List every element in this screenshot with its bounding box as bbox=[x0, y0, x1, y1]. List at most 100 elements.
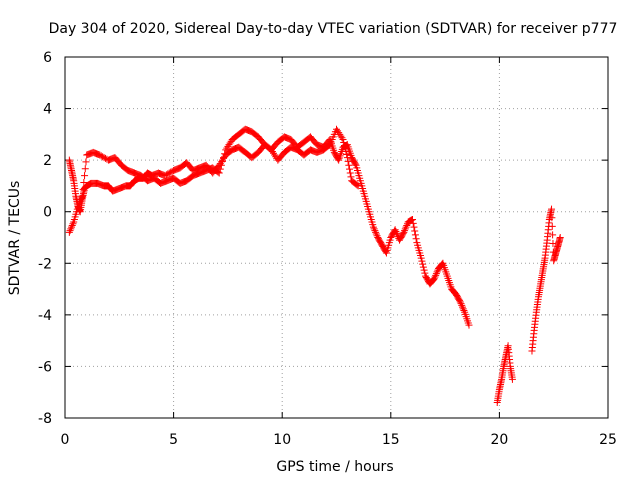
data-point bbox=[345, 161, 353, 169]
y-tick-label: -2 bbox=[38, 256, 52, 272]
data-point bbox=[432, 270, 440, 278]
data-point bbox=[220, 154, 228, 162]
data-point bbox=[369, 223, 377, 231]
x-tick-label: 10 bbox=[273, 432, 291, 448]
data-point bbox=[351, 160, 359, 168]
data-point bbox=[373, 232, 381, 240]
data-point bbox=[417, 254, 425, 262]
data-point bbox=[409, 215, 417, 223]
data-point bbox=[76, 197, 84, 205]
data-point bbox=[81, 165, 89, 173]
data-point bbox=[392, 227, 400, 235]
data-point bbox=[418, 257, 426, 265]
data-point bbox=[456, 297, 464, 305]
data-point bbox=[100, 154, 108, 162]
data-point bbox=[344, 157, 352, 165]
data-point bbox=[74, 203, 82, 211]
data-point bbox=[339, 136, 347, 144]
x-tick-label: 5 bbox=[169, 432, 178, 448]
data-point bbox=[78, 194, 86, 202]
data-point bbox=[68, 223, 76, 231]
data-point bbox=[419, 263, 427, 271]
y-tick-label: -8 bbox=[38, 411, 52, 427]
data-point bbox=[420, 266, 428, 274]
data-point bbox=[411, 231, 419, 239]
data-point bbox=[410, 223, 418, 231]
data-point bbox=[431, 273, 439, 281]
data-point bbox=[402, 223, 410, 231]
data-point bbox=[403, 221, 411, 229]
data-point bbox=[419, 260, 427, 268]
data-point bbox=[372, 228, 380, 236]
data-point bbox=[400, 228, 408, 236]
data-point bbox=[161, 172, 169, 180]
data-point bbox=[221, 150, 229, 158]
x-axis-label: GPS time / hours bbox=[276, 459, 393, 475]
y-tick-labels: -8 -6 -4 -2 0 2 4 6 bbox=[38, 50, 52, 427]
data-point bbox=[67, 225, 75, 233]
y-tick-label: 6 bbox=[43, 50, 52, 66]
data-point bbox=[75, 199, 83, 207]
y-axis-label: SDTVAR / TECUs bbox=[7, 181, 23, 296]
data-point bbox=[346, 165, 354, 173]
y-tick-label: 0 bbox=[43, 205, 52, 221]
data-point bbox=[508, 375, 516, 383]
x-tick-label: 0 bbox=[61, 432, 70, 448]
data-point bbox=[346, 169, 354, 177]
x-tick-label: 25 bbox=[599, 432, 617, 448]
x-tick-labels: 0 5 10 15 20 25 bbox=[61, 432, 617, 448]
data-point bbox=[99, 153, 107, 161]
chart-title: Day 304 of 2020, Sidereal Day-to-day VTE… bbox=[49, 21, 618, 37]
y-tick-label: -4 bbox=[38, 308, 52, 324]
data-point bbox=[79, 185, 87, 193]
data-point bbox=[165, 169, 173, 177]
y-tick-label: -6 bbox=[38, 359, 52, 375]
data-point bbox=[432, 271, 440, 279]
x-tick-label: 20 bbox=[490, 432, 508, 448]
data-point bbox=[162, 171, 170, 179]
data-point bbox=[421, 269, 429, 277]
data-point bbox=[338, 134, 346, 142]
data-point bbox=[80, 178, 88, 186]
data-point bbox=[82, 158, 90, 166]
data-point bbox=[370, 225, 378, 233]
data-point bbox=[548, 222, 556, 230]
data-point bbox=[458, 303, 466, 311]
data-point bbox=[409, 219, 417, 227]
data-point bbox=[465, 321, 473, 329]
data-point bbox=[372, 230, 380, 238]
data-point bbox=[340, 139, 348, 147]
data-point bbox=[66, 227, 74, 235]
data-point bbox=[347, 173, 355, 181]
y-tick-label: 4 bbox=[43, 102, 52, 118]
data-point bbox=[215, 169, 223, 177]
data-point bbox=[78, 192, 86, 200]
data-point bbox=[65, 228, 73, 236]
axis-ticks bbox=[64, 56, 609, 419]
data-point bbox=[164, 170, 172, 178]
data-point bbox=[548, 205, 556, 213]
data-point bbox=[353, 181, 361, 189]
x-tick-label: 15 bbox=[382, 432, 400, 448]
data-point bbox=[459, 305, 467, 313]
data-point bbox=[549, 231, 557, 239]
data-point bbox=[75, 201, 83, 209]
plot-frame bbox=[64, 56, 609, 419]
data-point bbox=[401, 227, 409, 235]
data-point bbox=[371, 227, 379, 235]
data-point bbox=[216, 165, 224, 173]
data-point bbox=[343, 151, 351, 159]
data-point bbox=[556, 234, 564, 241]
data-point bbox=[77, 196, 85, 204]
data-point bbox=[399, 230, 407, 238]
data-point bbox=[412, 235, 420, 243]
data-point bbox=[458, 301, 466, 309]
data-point bbox=[460, 307, 468, 315]
data-point bbox=[96, 151, 104, 159]
data-point bbox=[401, 225, 409, 233]
data-point bbox=[340, 142, 348, 150]
data-point bbox=[382, 248, 390, 256]
data-point bbox=[102, 154, 110, 162]
data-point bbox=[69, 220, 77, 228]
